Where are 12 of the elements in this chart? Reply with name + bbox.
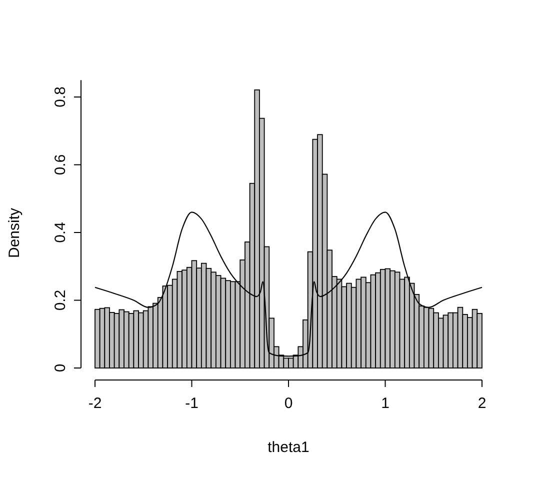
- y-tick-label: 0: [52, 364, 69, 372]
- y-tick-label: 0.2: [52, 290, 69, 311]
- y-tick-label: 0.6: [52, 154, 69, 176]
- y-tick-label: 0.4: [52, 222, 69, 243]
- x-tick-label: 0: [284, 395, 293, 412]
- x-tick-label: 2: [478, 395, 486, 412]
- x-tick-label: -1: [185, 395, 198, 412]
- x-axis-title: theta1: [268, 439, 310, 456]
- x-tick-label: 1: [381, 395, 390, 412]
- x-tick-label: -2: [88, 395, 102, 412]
- y-axis-title: Density: [6, 208, 23, 258]
- y-tick-label: 0.8: [52, 86, 69, 108]
